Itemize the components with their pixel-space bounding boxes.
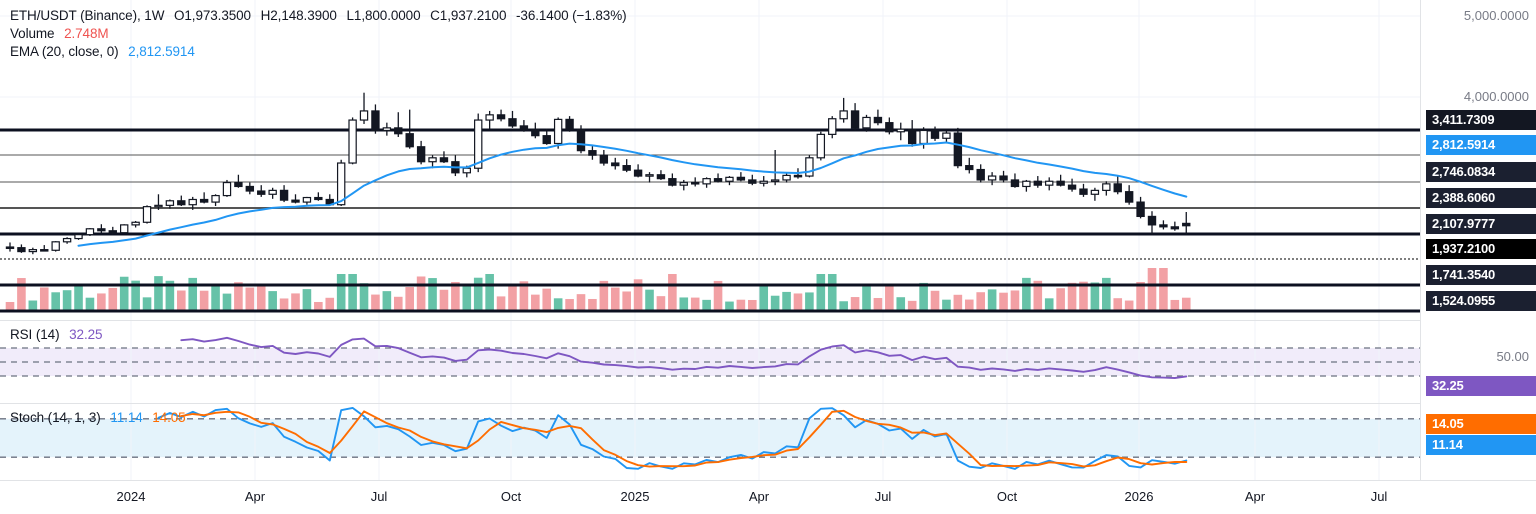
time-axis-label: 2025 <box>620 489 650 504</box>
price-chart-canvas <box>0 0 1420 320</box>
legend-stoch-d: 14.05 <box>152 410 186 425</box>
legend-rsi-label: RSI (14) <box>10 327 60 342</box>
price-axis-tag[interactable]: 2,812.5914 <box>1426 135 1536 155</box>
time-axis-label: 2026 <box>1124 489 1154 504</box>
time-axis-label: 2024 <box>116 489 146 504</box>
price-axis[interactable]: 5,000.0000 4,000.0000 50.00 3,411.7309 2,812… <box>1420 0 1536 480</box>
legend-rsi-value: 32.25 <box>69 327 103 342</box>
price-axis-tag[interactable]: 1,741.3540 <box>1426 265 1536 285</box>
stoch-chart-canvas <box>0 404 1420 480</box>
legend-volume-label: Volume <box>10 26 55 41</box>
price-pane[interactable]: ETH/USDT (Binance), 1W O1,973.3500 H2,14… <box>0 0 1420 320</box>
price-axis-tag[interactable]: 1,937.2100 <box>1426 239 1536 259</box>
rsi-axis-tick: 50.00 <box>1496 349 1529 364</box>
time-axis-label: Apr <box>748 489 770 504</box>
pane-divider-2 <box>0 403 1420 404</box>
rsi-pane[interactable]: RSI (14) 32.25 <box>0 321 1420 403</box>
legend-symbol: ETH/USDT (Binance), 1W <box>10 8 165 23</box>
time-axis-label: Oct <box>996 489 1018 504</box>
price-axis-tick: 5,000.0000 <box>1463 8 1529 23</box>
pane-divider-1 <box>0 320 1420 321</box>
price-axis-tick: 4,000.0000 <box>1463 89 1529 104</box>
legend-ema-value: 2,812.5914 <box>128 44 195 59</box>
time-axis-label: Oct <box>500 489 522 504</box>
price-axis-tag[interactable]: 3,411.7309 <box>1426 110 1536 130</box>
time-axis-label: Jul <box>1370 489 1388 504</box>
rsi-chart-canvas <box>0 321 1420 403</box>
legend-stoch-k: 11.14 <box>110 410 143 425</box>
legend-open: O1,973.3500 <box>174 8 251 23</box>
rsi-axis-tag[interactable]: 32.25 <box>1426 376 1536 396</box>
legend-low: L1,800.0000 <box>346 8 421 23</box>
legend-volume-value: 2.748M <box>64 26 109 41</box>
legend-stoch: Stoch (14, 1, 3) 11.14 14.05 <box>10 410 186 426</box>
legend-ema-label: EMA (20, close, 0) <box>10 44 119 59</box>
legend-volume: Volume 2.748M <box>10 26 109 42</box>
legend-close: C1,937.2100 <box>430 8 507 23</box>
stoch-axis-tag[interactable]: 14.05 <box>1426 414 1536 434</box>
legend-change: -36.1400 (−1.83%) <box>516 8 627 23</box>
legend-stoch-label: Stoch (14, 1, 3) <box>10 410 101 425</box>
time-axis-label: Apr <box>244 489 266 504</box>
price-axis-tag[interactable]: 1,524.0955 <box>1426 291 1536 311</box>
legend-rsi: RSI (14) 32.25 <box>10 327 103 343</box>
price-axis-tag[interactable]: 2,746.0834 <box>1426 162 1536 182</box>
legend-high: H2,148.3900 <box>260 8 337 23</box>
time-axis-label: Jul <box>874 489 892 504</box>
price-axis-tag[interactable]: 2,107.9777 <box>1426 214 1536 234</box>
legend-ohlc: ETH/USDT (Binance), 1W O1,973.3500 H2,14… <box>10 8 627 24</box>
legend-ema: EMA (20, close, 0) 2,812.5914 <box>10 44 195 60</box>
time-axis-label: Jul <box>370 489 388 504</box>
stoch-pane[interactable]: Stoch (14, 1, 3) 11.14 14.05 <box>0 404 1420 480</box>
price-axis-tag[interactable]: 2,388.6060 <box>1426 188 1536 208</box>
time-axis-label: Apr <box>1244 489 1266 504</box>
stoch-axis-tag[interactable]: 11.14 <box>1426 435 1536 455</box>
time-axis[interactable]: 2024 Apr Jul Oct 2025 Apr Jul Oct 2026 Apr Jul <box>0 480 1536 514</box>
